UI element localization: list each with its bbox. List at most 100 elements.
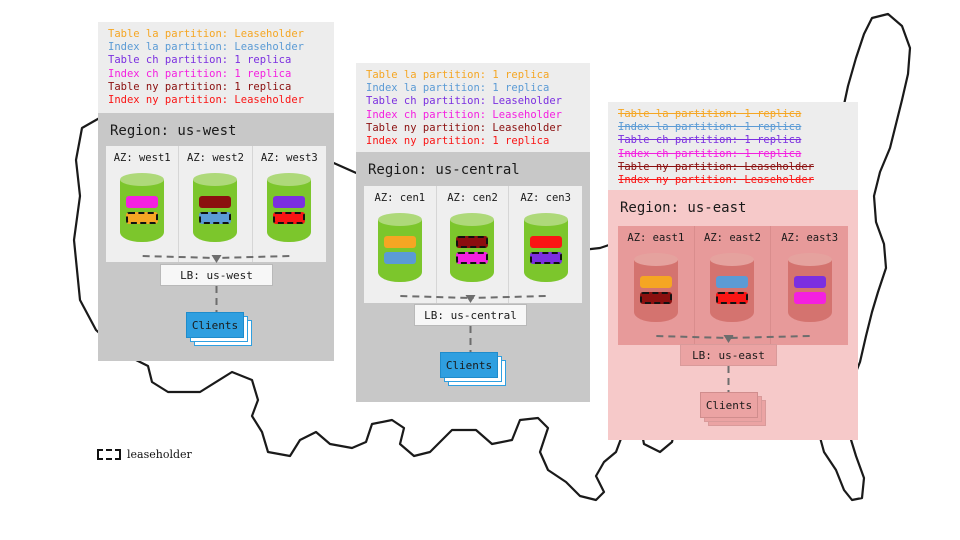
status-line: Table ny partition: Leaseholder [366,121,562,134]
cylinder-top [710,253,755,266]
status-line: Table ny partition: 1 replica [108,80,292,93]
partition-bars [267,196,311,224]
clients-us-east[interactable]: Clients [700,392,768,428]
az-west3: AZ: west3 [253,146,326,262]
az-label: AZ: cen1 [374,192,426,204]
partition-bar [383,252,416,264]
partition-bar [273,196,306,208]
status-line: Index ny partition: Leaseholder [618,174,814,187]
az-label: AZ: west1 [113,152,171,164]
cylinder-top [267,173,312,186]
cylinder-body [633,259,678,322]
partition-bar-leaseholder [456,252,489,264]
clients-card[interactable]: Clients [700,392,758,418]
partition-bars [788,276,832,304]
partition-bar-leaseholder [273,212,306,224]
partition-bars [450,236,494,264]
load-balancer-us-central[interactable]: LB: us-central [414,304,527,326]
az-container-us-east: AZ: east1 AZ: east2 AZ: east3 [618,226,848,345]
az-label: AZ: west2 [187,152,244,164]
region-title-us-west: Region: us-west [110,123,237,139]
cylinder-top [523,213,568,226]
status-line: Table ch partition: 1 replica [108,54,292,67]
status-line: Index la partition: 1 replica [366,82,550,95]
az-east1: AZ: east1 [618,226,695,345]
cylinder-body [710,259,755,322]
region-title-us-central: Region: us-central [368,162,520,178]
az-east2: AZ: east2 [695,226,772,345]
az-label: AZ: east1 [627,232,685,244]
cylinder-body [450,219,495,282]
load-balancer-us-east[interactable]: LB: us-east [680,344,777,366]
status-line: Index la partition: 1 replica [618,121,802,134]
legend-label: leaseholder [127,448,192,461]
database-cylinder [377,213,422,288]
database-cylinder [267,173,312,248]
az-cen2: AZ: cen2 [437,186,510,303]
status-line: Index ch partition: Leaseholder [366,108,562,121]
status-textbox-us-west: Table la partition: Leaseholder Index la … [98,22,334,115]
cylinder-top [120,173,165,186]
cylinder-body [787,259,832,322]
cylinder-body [377,219,422,282]
status-textbox-us-central: Table la partition: 1 replica Index la pa… [356,63,590,156]
status-line: Index ch partition: 1 replica [618,147,802,160]
partition-bar-leaseholder [456,236,489,248]
clients-us-central[interactable]: Clients [440,352,508,388]
status-line: Table la partition: 1 replica [618,108,802,120]
partition-bar [383,236,416,248]
az-west2: AZ: west2 [179,146,253,262]
clients-us-west[interactable]: Clients [186,312,254,348]
partition-bar [716,276,749,288]
az-label: AZ: east3 [781,232,839,244]
az-container-us-west: AZ: west1 AZ: west2 AZ: west3 [106,146,326,262]
status-line: Table la partition: Leaseholder [108,28,304,40]
dashed-box-icon [97,449,121,460]
partition-bar [639,276,672,288]
az-label: AZ: east2 [704,232,761,244]
cylinder-body [193,179,238,242]
partition-bars [378,236,422,264]
database-cylinder [120,173,165,248]
database-cylinder [710,253,755,328]
status-line: Table ny partition: Leaseholder [618,160,814,173]
clients-card[interactable]: Clients [186,312,244,338]
status-line: Index ny partition: 1 replica [366,135,550,148]
partition-bars [120,196,164,224]
partition-bar-leaseholder [716,292,749,304]
cylinder-top [377,213,422,226]
legend: leaseholder [97,448,192,461]
partition-bar [126,196,159,208]
clients-card[interactable]: Clients [440,352,498,378]
region-title-us-east: Region: us-east [620,200,747,216]
cylinder-body [120,179,165,242]
az-label: AZ: cen3 [520,192,571,204]
cylinder-body [267,179,312,242]
partition-bar [793,276,826,288]
partition-bars [524,236,568,264]
database-cylinder [193,173,238,248]
cylinder-body [523,219,568,282]
partition-bars [710,276,754,304]
status-line: Table la partition: 1 replica [366,69,550,81]
partition-bar-leaseholder [529,252,562,264]
partition-bar-leaseholder [639,292,672,304]
az-west1: AZ: west1 [106,146,180,262]
load-balancer-us-west[interactable]: LB: us-west [160,264,273,286]
status-line: Index ny partition: Leaseholder [108,94,304,107]
cylinder-top [450,213,495,226]
status-line: Table ch partition: Leaseholder [366,95,562,108]
status-line: Index la partition: Leaseholder [108,41,304,54]
status-line: Table ch partition: 1 replica [618,134,802,147]
partition-bar [529,236,562,248]
database-cylinder [787,253,832,328]
status-textbox-us-east: Table la partition: 1 replica Index la pa… [608,102,858,195]
partition-bar [199,196,232,208]
az-east3: AZ: east3 [771,226,848,345]
database-cylinder [633,253,678,328]
cylinder-top [633,253,678,266]
database-cylinder [450,213,495,288]
status-line: Index ch partition: 1 replica [108,67,292,80]
az-cen1: AZ: cen1 [364,186,437,303]
partition-bar-leaseholder [126,212,159,224]
